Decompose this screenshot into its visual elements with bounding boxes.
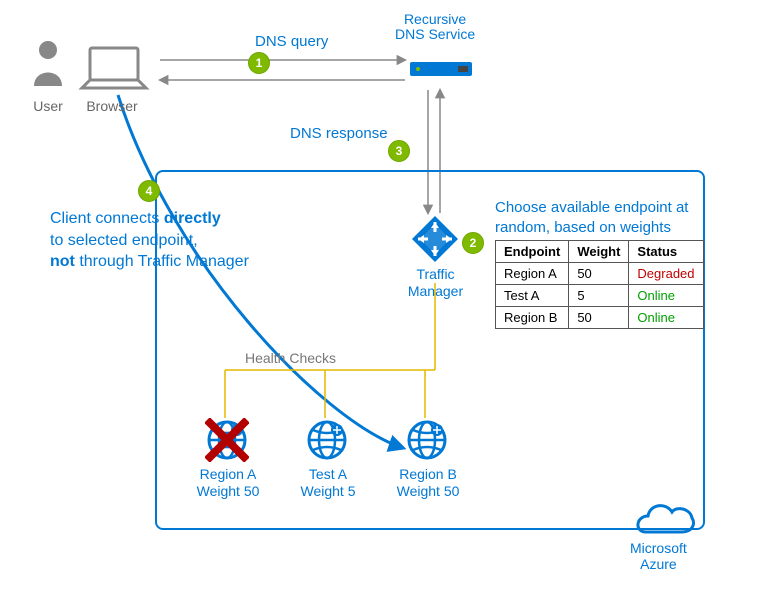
cell-endpoint: Region B [496, 307, 569, 329]
cell-weight: 5 [569, 285, 629, 307]
step-badge-1: 1 [248, 52, 270, 74]
dns-label-l2: DNS Service [395, 26, 475, 42]
cell-status: Degraded [629, 263, 703, 285]
azure-cloud-icon [628, 498, 698, 545]
table-row: Region B50Online [496, 307, 704, 329]
diagram-stage: User Browser Recursive DNS Service DNS q… [0, 0, 780, 600]
azure-l2: Azure [640, 556, 677, 572]
table-header-cell: Status [629, 241, 703, 263]
choose-l1: Choose available endpoint at [495, 199, 688, 216]
azure-l1: Microsoft [630, 540, 687, 556]
traffic-manager-icon [410, 214, 460, 269]
dns-server-icon [410, 58, 472, 87]
browser-icon [78, 44, 150, 99]
cell-weight: 50 [569, 307, 629, 329]
choose-l2: random, based on weights [495, 219, 671, 236]
client-connects-text: Client connects directlyto selected endp… [50, 208, 249, 273]
endpoint-region-a [205, 418, 249, 467]
user-label: User [28, 98, 68, 115]
step-badge-3: 3 [388, 140, 410, 162]
table-row: Test A5Online [496, 285, 704, 307]
table-header-cell: Endpoint [496, 241, 569, 263]
dns-label: Recursive DNS Service [395, 12, 475, 43]
endpoint-table: EndpointWeightStatus Region A50DegradedT… [495, 240, 704, 329]
endpoint-label-region-a: Region AWeight 50 [193, 466, 263, 500]
table-header-row: EndpointWeightStatus [496, 241, 704, 263]
choose-endpoint-text: Choose available endpoint at random, bas… [495, 198, 688, 237]
endpoint-test-a [305, 418, 349, 467]
azure-label: Microsoft Azure [630, 540, 687, 572]
browser-label: Browser [82, 98, 142, 115]
endpoint-label-region-b: Region BWeight 50 [393, 466, 463, 500]
table-row: Region A50Degraded [496, 263, 704, 285]
traffic-manager-label: Traffic Manager [388, 266, 483, 300]
user-icon [30, 38, 66, 91]
table-header-cell: Weight [569, 241, 629, 263]
cell-status: Online [629, 307, 703, 329]
endpoint-label-test-a: Test AWeight 5 [293, 466, 363, 500]
step-badge-2: 2 [462, 232, 484, 254]
cell-status: Online [629, 285, 703, 307]
health-checks-label: Health Checks [245, 350, 336, 366]
dns-label-l1: Recursive [404, 11, 466, 27]
endpoint-region-b [405, 418, 449, 467]
cell-endpoint: Test A [496, 285, 569, 307]
dns-query-label: DNS query [255, 33, 328, 50]
step-badge-4: 4 [138, 180, 160, 202]
dns-response-label: DNS response [290, 125, 388, 142]
cell-weight: 50 [569, 263, 629, 285]
cell-endpoint: Region A [496, 263, 569, 285]
